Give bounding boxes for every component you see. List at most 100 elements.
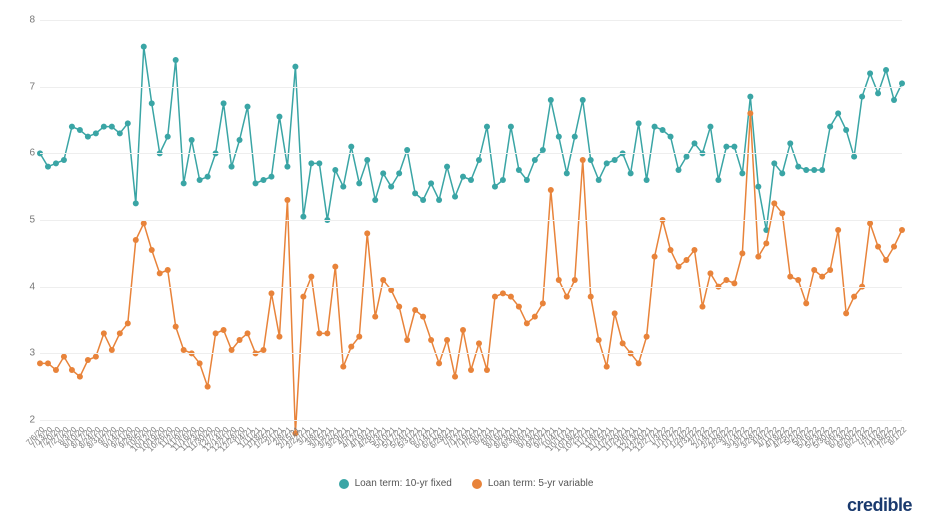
data-point: [572, 277, 578, 283]
data-point: [508, 294, 514, 300]
data-point: [284, 164, 290, 170]
data-point: [715, 177, 721, 183]
data-point: [237, 137, 243, 143]
data-point: [324, 330, 330, 336]
y-tick: 3: [29, 348, 35, 359]
data-point: [173, 57, 179, 63]
data-point: [739, 170, 745, 176]
data-point: [332, 264, 338, 270]
data-point: [875, 244, 881, 250]
data-point: [739, 250, 745, 256]
data-point: [771, 160, 777, 166]
data-point: [109, 124, 115, 130]
grid-line: [40, 20, 902, 21]
data-point: [851, 294, 857, 300]
data-point: [101, 330, 107, 336]
data-point: [668, 247, 674, 253]
data-point: [452, 374, 458, 380]
data-point: [205, 174, 211, 180]
data-point: [133, 200, 139, 206]
data-point: [548, 97, 554, 103]
data-point: [93, 354, 99, 360]
y-tick: 4: [29, 281, 35, 292]
data-point: [460, 327, 466, 333]
data-point: [125, 120, 131, 126]
y-tick: 2: [29, 415, 35, 426]
data-point: [660, 127, 666, 133]
data-point: [540, 300, 546, 306]
data-point: [899, 227, 905, 233]
data-point: [476, 340, 482, 346]
data-point: [45, 164, 51, 170]
data-point: [492, 184, 498, 190]
data-point: [436, 197, 442, 203]
legend-dot-10yr: [339, 479, 349, 489]
data-point: [883, 67, 889, 73]
data-point: [420, 314, 426, 320]
data-point: [516, 304, 522, 310]
data-point: [516, 167, 522, 173]
data-point: [85, 134, 91, 140]
data-point: [348, 144, 354, 150]
data-point: [197, 177, 203, 183]
data-point: [556, 134, 562, 140]
data-point: [412, 190, 418, 196]
data-point: [268, 174, 274, 180]
data-point: [165, 267, 171, 273]
data-point: [803, 300, 809, 306]
data-point: [340, 364, 346, 370]
data-point: [85, 357, 91, 363]
data-point: [53, 367, 59, 373]
grid-line: [40, 87, 902, 88]
data-point: [811, 267, 817, 273]
data-point: [165, 134, 171, 140]
data-point: [396, 170, 402, 176]
data-point: [644, 177, 650, 183]
data-point: [548, 187, 554, 193]
data-point: [676, 167, 682, 173]
data-point: [300, 214, 306, 220]
legend-label-5yr: Loan term: 5-yr variable: [488, 478, 594, 489]
brand-logo: credible: [847, 495, 912, 516]
data-point: [380, 277, 386, 283]
data-point: [452, 194, 458, 200]
data-point: [428, 337, 434, 343]
data-point: [388, 287, 394, 293]
data-point: [77, 374, 83, 380]
data-point: [253, 180, 259, 186]
data-point: [117, 130, 123, 136]
data-point: [268, 290, 274, 296]
data-point: [524, 177, 530, 183]
legend-item-10yr: Loan term: 10-yr fixed: [339, 478, 452, 489]
legend-dot-5yr: [472, 479, 482, 489]
data-point: [229, 164, 235, 170]
data-point: [428, 180, 434, 186]
data-point: [835, 110, 841, 116]
data-point: [652, 254, 658, 260]
data-point: [308, 160, 314, 166]
data-point: [787, 140, 793, 146]
data-point: [699, 304, 705, 310]
data-point: [867, 220, 873, 226]
data-point: [229, 347, 235, 353]
data-point: [596, 177, 602, 183]
data-point: [612, 157, 618, 163]
data-point: [372, 314, 378, 320]
data-point: [612, 310, 618, 316]
data-point: [348, 344, 354, 350]
data-point: [133, 237, 139, 243]
y-tick: 7: [29, 81, 35, 92]
y-tick: 5: [29, 215, 35, 226]
data-point: [795, 277, 801, 283]
data-point: [891, 97, 897, 103]
data-point: [213, 330, 219, 336]
data-point: [779, 210, 785, 216]
data-point: [61, 157, 67, 163]
data-point: [723, 144, 729, 150]
chart-container: 2345678: [40, 20, 902, 420]
data-point: [276, 334, 282, 340]
data-point: [811, 167, 817, 173]
data-point: [141, 44, 147, 50]
data-point: [859, 94, 865, 100]
data-point: [827, 267, 833, 273]
